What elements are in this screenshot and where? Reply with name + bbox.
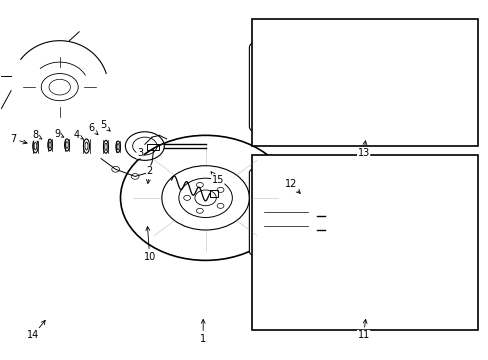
Bar bbox=[305, 80, 312, 94]
Ellipse shape bbox=[64, 139, 69, 151]
Text: 14: 14 bbox=[27, 320, 45, 341]
Text: 9: 9 bbox=[54, 129, 63, 139]
Text: 10: 10 bbox=[143, 226, 156, 262]
Bar bbox=[387, 220, 406, 230]
FancyBboxPatch shape bbox=[249, 42, 312, 132]
Bar bbox=[326, 80, 334, 94]
Ellipse shape bbox=[33, 139, 38, 153]
Bar bbox=[147, 144, 159, 150]
FancyBboxPatch shape bbox=[249, 169, 322, 255]
Text: 1: 1 bbox=[200, 319, 206, 344]
Ellipse shape bbox=[103, 140, 108, 153]
Ellipse shape bbox=[49, 142, 51, 148]
Bar bbox=[271, 41, 290, 48]
Bar bbox=[297, 179, 314, 184]
Bar bbox=[392, 238, 409, 248]
Bar bbox=[251, 80, 259, 94]
Bar bbox=[251, 155, 477, 330]
Bar bbox=[382, 202, 403, 212]
Bar bbox=[377, 184, 399, 194]
Bar bbox=[377, 80, 385, 94]
Bar bbox=[251, 19, 477, 146]
Bar bbox=[344, 41, 363, 48]
Text: 6: 6 bbox=[88, 123, 98, 135]
Text: 13: 13 bbox=[357, 141, 369, 158]
Text: 11: 11 bbox=[357, 319, 369, 341]
FancyBboxPatch shape bbox=[259, 82, 302, 121]
Ellipse shape bbox=[85, 142, 88, 150]
Ellipse shape bbox=[34, 142, 37, 150]
FancyBboxPatch shape bbox=[324, 42, 385, 132]
Text: 4: 4 bbox=[74, 130, 83, 140]
Text: 15: 15 bbox=[211, 172, 224, 185]
Text: 5: 5 bbox=[100, 120, 110, 131]
FancyBboxPatch shape bbox=[334, 82, 375, 121]
Bar bbox=[297, 254, 314, 258]
Text: 12: 12 bbox=[284, 179, 300, 193]
Ellipse shape bbox=[48, 139, 52, 151]
Bar bbox=[210, 190, 217, 197]
Ellipse shape bbox=[66, 141, 68, 148]
Text: 3: 3 bbox=[137, 148, 142, 159]
Text: 2: 2 bbox=[146, 166, 152, 184]
Ellipse shape bbox=[117, 144, 119, 150]
Ellipse shape bbox=[104, 143, 107, 150]
Ellipse shape bbox=[116, 141, 120, 153]
FancyBboxPatch shape bbox=[319, 176, 382, 248]
Text: 7: 7 bbox=[10, 134, 27, 144]
Text: 8: 8 bbox=[32, 130, 42, 140]
Ellipse shape bbox=[83, 139, 89, 153]
